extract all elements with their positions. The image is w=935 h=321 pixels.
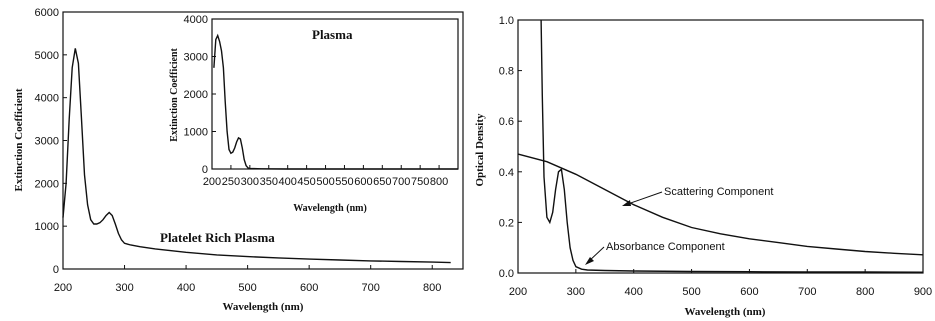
left-series-platelet-rich-plasma xyxy=(62,48,451,264)
right-chart: 0.0 0.2 0.4 0.6 0.8 1.0 200 300 400 500 600 700 800… xyxy=(474,15,932,318)
inset-y-tick-label: 1000 xyxy=(184,127,208,139)
right-x-tick-label: 800 xyxy=(856,286,874,298)
left-y-tick-label: 3000 xyxy=(35,136,59,148)
inset-y-tick-label: 0 xyxy=(202,164,208,176)
left-x-ticks: 200 300 400 500 600 700 800 xyxy=(54,265,441,294)
left-x-tick-label: 300 xyxy=(115,282,133,294)
left-x-tick-label: 500 xyxy=(238,282,256,294)
left-x-tick-label: 600 xyxy=(300,282,318,294)
left-y-tick-label: 4000 xyxy=(35,93,59,105)
left-y-tick-label: 0 xyxy=(53,264,59,276)
inset-x-tick-label: 600 xyxy=(354,176,372,188)
scattering-annotation: Scattering Component xyxy=(664,186,773,198)
right-x-tick-label: 700 xyxy=(798,286,816,298)
scattering-arrow-line xyxy=(624,191,663,206)
inset-y-tick-label: 2000 xyxy=(184,89,208,101)
right-x-tick-label: 900 xyxy=(914,286,932,298)
left-x-tick-label: 400 xyxy=(177,282,195,294)
right-x-axis-label: Wavelength (nm) xyxy=(685,306,766,318)
scattering-arrow-head xyxy=(622,200,631,206)
inset-x-tick-label: 800 xyxy=(430,176,448,188)
inset-y-axis-label: Extinction Coefficient xyxy=(169,48,180,142)
absorbance-annotation: Absorbance Component xyxy=(606,241,725,253)
right-plot-frame xyxy=(517,19,924,274)
right-y-tick-label: 0.6 xyxy=(499,116,514,128)
left-x-tick-label: 700 xyxy=(362,282,380,294)
inset-y-ticks: 0 1000 2000 3000 4000 xyxy=(184,14,216,176)
inset-x-tick-label: 550 xyxy=(335,176,353,188)
left-y-tick-label: 6000 xyxy=(35,7,59,19)
right-series-scattering-component xyxy=(517,153,924,256)
inset-x-tick-label: 400 xyxy=(279,176,297,188)
right-y-tick-label: 0.2 xyxy=(499,217,514,229)
inset-y-tick-label: 4000 xyxy=(184,14,208,26)
right-y-tick-label: 0.8 xyxy=(499,66,514,78)
right-y-tick-label: 0.0 xyxy=(499,268,514,280)
right-curves xyxy=(517,19,924,273)
absorbance-arrow-head xyxy=(585,257,594,265)
right-x-tick-label: 300 xyxy=(567,286,585,298)
right-x-tick-label: 200 xyxy=(509,286,527,298)
left-x-tick-label: 800 xyxy=(423,282,441,294)
inset-x-tick-label: 750 xyxy=(411,176,429,188)
left-x-axis-label: Wavelength (nm) xyxy=(223,301,304,313)
inset-x-tick-label: 200 xyxy=(203,176,221,188)
inset-x-tick-label: 500 xyxy=(316,176,334,188)
left-y-ticks: 0 1000 2000 3000 4000 5000 6000 xyxy=(35,7,67,276)
left-y-tick-label: 2000 xyxy=(35,178,59,190)
left-y-tick-label: 5000 xyxy=(35,50,59,62)
inset-title: Plasma xyxy=(312,27,353,42)
right-series-absorbance-component xyxy=(540,19,924,273)
inset-curves xyxy=(213,33,458,170)
right-x-ticks: 200 300 400 500 600 700 800 900 xyxy=(509,269,932,298)
right-y-tick-label: 0.4 xyxy=(499,167,514,179)
right-x-tick-label: 600 xyxy=(740,286,758,298)
right-x-tick-label: 400 xyxy=(625,286,643,298)
inset-x-axis-label: Wavelength (nm) xyxy=(293,203,367,214)
inset-x-tick-label: 300 xyxy=(241,176,259,188)
right-y-ticks: 0.0 0.2 0.4 0.6 0.8 1.0 xyxy=(499,15,522,280)
left-y-axis-label: Extinction Coefficient xyxy=(13,88,25,191)
right-y-axis-label: Optical Density xyxy=(474,113,486,187)
left-series-annotation: Platelet Rich Plasma xyxy=(160,230,275,245)
inset-x-tick-label: 650 xyxy=(373,176,391,188)
right-y-tick-label: 1.0 xyxy=(499,15,514,27)
left-curves xyxy=(62,48,451,264)
inset-series-plasma xyxy=(213,33,458,170)
left-x-tick-label: 200 xyxy=(54,282,72,294)
right-x-tick-label: 500 xyxy=(682,286,700,298)
inset-background xyxy=(200,14,462,194)
inset-x-tick-label: 250 xyxy=(222,176,240,188)
left-y-tick-label: 1000 xyxy=(35,221,59,233)
inset-chart: 0 1000 2000 3000 4000 200 250 300 350 400 450 500 5… xyxy=(169,14,462,214)
inset-x-tick-label: 450 xyxy=(297,176,315,188)
inset-x-tick-label: 700 xyxy=(392,176,410,188)
inset-x-tick-label: 350 xyxy=(260,176,278,188)
inset-x-ticks: 200 250 300 350 400 450 500 550 600 650 700 750 800 xyxy=(203,165,448,188)
inset-y-tick-label: 3000 xyxy=(184,52,208,64)
